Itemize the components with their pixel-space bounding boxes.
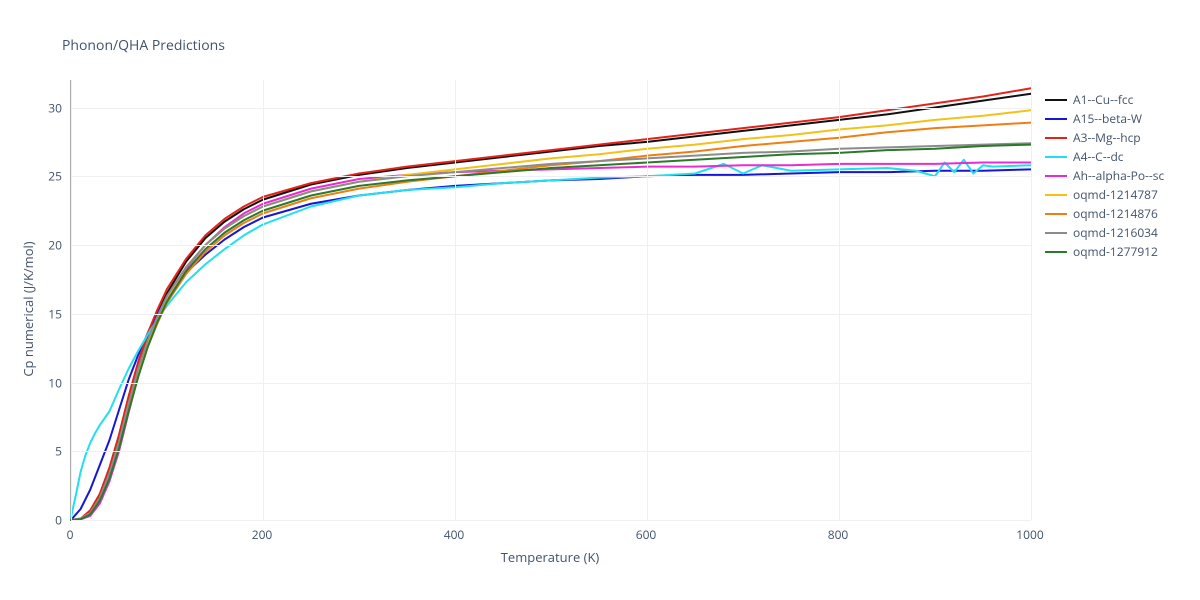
gridline-v — [71, 80, 72, 520]
legend-swatch — [1045, 194, 1067, 196]
y-tick-label: 15 — [48, 305, 62, 322]
gridline-h — [71, 245, 1031, 246]
legend-swatch — [1045, 251, 1067, 253]
y-tick-label: 25 — [48, 168, 62, 185]
legend-item[interactable]: oqmd-1277912 — [1045, 242, 1164, 261]
legend-item[interactable]: oqmd-1214787 — [1045, 185, 1164, 204]
legend-item[interactable]: A3--Mg--hcp — [1045, 128, 1164, 147]
legend-item[interactable]: A1--Cu--fcc — [1045, 90, 1164, 109]
x-tick-label: 200 — [252, 526, 273, 543]
gridline-v — [647, 80, 648, 520]
gridline-v — [263, 80, 264, 520]
legend-label: oqmd-1214787 — [1073, 186, 1158, 203]
plot-area — [70, 80, 1031, 521]
legend-swatch — [1045, 156, 1067, 158]
legend-swatch — [1045, 99, 1067, 101]
legend-swatch — [1045, 118, 1067, 120]
gridline-h — [71, 383, 1031, 384]
y-tick-label: 5 — [55, 443, 62, 460]
x-tick-label: 600 — [636, 526, 657, 543]
legend-swatch — [1045, 137, 1067, 139]
y-axis-label: Cp numerical (J/K/mol) — [19, 241, 37, 376]
legend-item[interactable]: oqmd-1216034 — [1045, 223, 1164, 242]
chart-title: Phonon/QHA Predictions — [62, 36, 225, 55]
x-tick-label: 1000 — [1016, 526, 1043, 543]
series-line[interactable] — [71, 143, 1031, 520]
gridline-h — [71, 108, 1031, 109]
x-tick-label: 800 — [828, 526, 849, 543]
series-line[interactable] — [71, 88, 1031, 520]
y-tick-label: 10 — [48, 374, 62, 391]
gridline-h — [71, 520, 1031, 521]
gridline-v — [455, 80, 456, 520]
legend-label: A1--Cu--fcc — [1073, 91, 1133, 108]
line-layer — [71, 80, 1031, 520]
x-tick-label: 0 — [67, 526, 74, 543]
legend-label: A4--C--dc — [1073, 148, 1124, 165]
legend-label: oqmd-1214876 — [1073, 205, 1158, 222]
legend-label: oqmd-1216034 — [1073, 224, 1158, 241]
legend-swatch — [1045, 232, 1067, 234]
legend: A1--Cu--fcc A15--beta-W A3--Mg--hcp A4--C--… — [1045, 90, 1164, 261]
legend-item[interactable]: oqmd-1214876 — [1045, 204, 1164, 223]
y-tick-label: 0 — [55, 512, 62, 529]
gridline-h — [71, 176, 1031, 177]
series-line[interactable] — [71, 163, 1031, 521]
gridline-v — [1031, 80, 1032, 520]
x-tick-label: 400 — [444, 526, 465, 543]
legend-label: A3--Mg--hcp — [1073, 129, 1141, 146]
legend-item[interactable]: Ah--alpha-Po--sc — [1045, 166, 1164, 185]
x-axis-label: Temperature (K) — [501, 548, 600, 566]
gridline-h — [71, 314, 1031, 315]
legend-label: A15--beta-W — [1073, 110, 1142, 127]
gridline-h — [71, 451, 1031, 452]
y-tick-label: 30 — [48, 99, 62, 116]
legend-swatch — [1045, 175, 1067, 177]
series-line[interactable] — [71, 145, 1031, 520]
legend-item[interactable]: A15--beta-W — [1045, 109, 1164, 128]
legend-label: Ah--alpha-Po--sc — [1073, 167, 1164, 184]
y-tick-label: 20 — [48, 237, 62, 254]
legend-label: oqmd-1277912 — [1073, 243, 1158, 260]
legend-swatch — [1045, 213, 1067, 215]
gridline-v — [839, 80, 840, 520]
series-line[interactable] — [71, 160, 1031, 518]
series-line[interactable] — [71, 169, 1031, 520]
chart-root: { "title": "Phonon/QHA Predictions", "ti… — [0, 0, 1200, 600]
series-line[interactable] — [71, 123, 1031, 520]
legend-item[interactable]: A4--C--dc — [1045, 147, 1164, 166]
